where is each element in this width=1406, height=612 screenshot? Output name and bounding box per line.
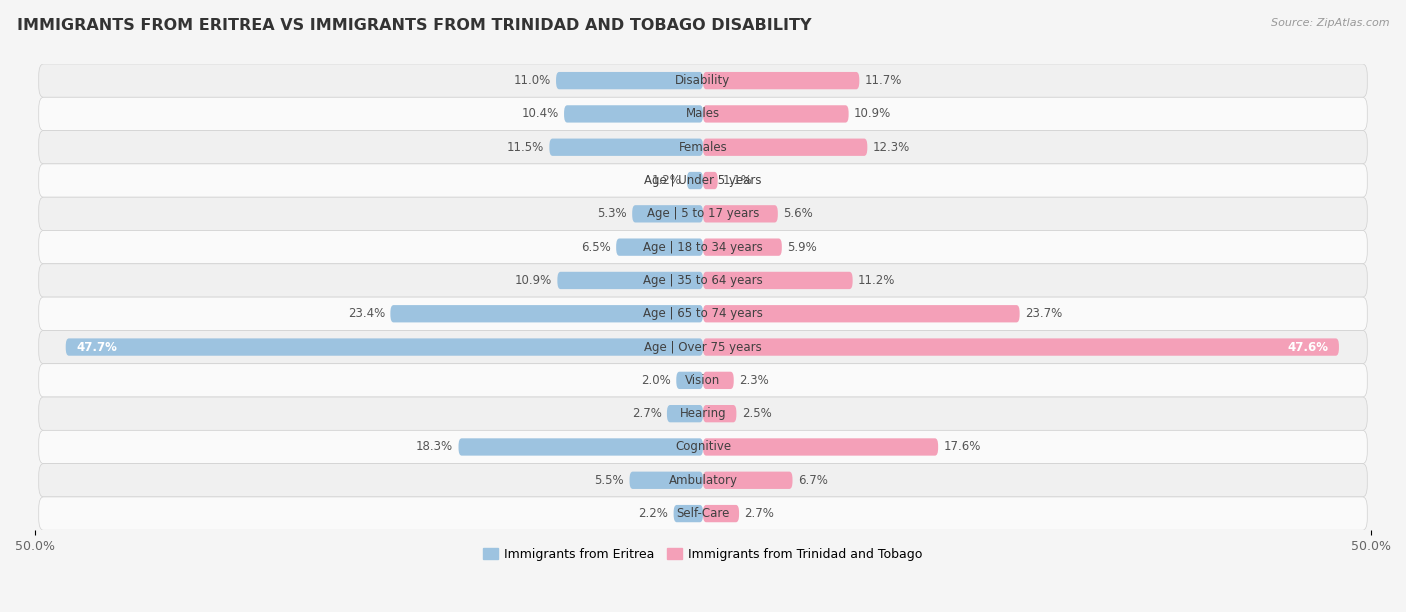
Text: 5.6%: 5.6%: [783, 207, 813, 220]
Text: 11.2%: 11.2%: [858, 274, 896, 287]
Legend: Immigrants from Eritrea, Immigrants from Trinidad and Tobago: Immigrants from Eritrea, Immigrants from…: [478, 543, 928, 566]
FancyBboxPatch shape: [564, 105, 703, 122]
FancyBboxPatch shape: [39, 497, 1367, 530]
FancyBboxPatch shape: [39, 297, 1367, 330]
FancyBboxPatch shape: [39, 364, 1367, 397]
FancyBboxPatch shape: [39, 197, 1367, 231]
Text: Age | Over 75 years: Age | Over 75 years: [644, 340, 762, 354]
FancyBboxPatch shape: [703, 338, 1339, 356]
Text: Females: Females: [679, 141, 727, 154]
Text: 1.1%: 1.1%: [723, 174, 754, 187]
Text: 2.5%: 2.5%: [742, 407, 772, 420]
Text: Self-Care: Self-Care: [676, 507, 730, 520]
Text: 23.4%: 23.4%: [347, 307, 385, 320]
Text: Age | 35 to 64 years: Age | 35 to 64 years: [643, 274, 763, 287]
FancyBboxPatch shape: [616, 239, 703, 256]
FancyBboxPatch shape: [703, 371, 734, 389]
Text: IMMIGRANTS FROM ERITREA VS IMMIGRANTS FROM TRINIDAD AND TOBAGO DISABILITY: IMMIGRANTS FROM ERITREA VS IMMIGRANTS FR…: [17, 18, 811, 34]
FancyBboxPatch shape: [703, 472, 793, 489]
Text: Age | Under 5 years: Age | Under 5 years: [644, 174, 762, 187]
Text: 5.9%: 5.9%: [787, 241, 817, 253]
FancyBboxPatch shape: [703, 438, 938, 455]
Text: 17.6%: 17.6%: [943, 441, 981, 453]
FancyBboxPatch shape: [39, 397, 1367, 430]
Text: Age | 18 to 34 years: Age | 18 to 34 years: [643, 241, 763, 253]
FancyBboxPatch shape: [703, 138, 868, 156]
Text: Ambulatory: Ambulatory: [668, 474, 738, 487]
FancyBboxPatch shape: [39, 264, 1367, 297]
Text: 6.7%: 6.7%: [797, 474, 828, 487]
Text: Disability: Disability: [675, 74, 731, 87]
FancyBboxPatch shape: [39, 464, 1367, 497]
Text: 1.2%: 1.2%: [652, 174, 682, 187]
Text: 12.3%: 12.3%: [873, 141, 910, 154]
FancyBboxPatch shape: [555, 72, 703, 89]
Text: 18.3%: 18.3%: [416, 441, 453, 453]
FancyBboxPatch shape: [39, 231, 1367, 264]
FancyBboxPatch shape: [39, 330, 1367, 364]
Text: 23.7%: 23.7%: [1025, 307, 1062, 320]
Text: 2.0%: 2.0%: [641, 374, 671, 387]
Text: 6.5%: 6.5%: [581, 241, 610, 253]
FancyBboxPatch shape: [676, 371, 703, 389]
Text: Hearing: Hearing: [679, 407, 727, 420]
FancyBboxPatch shape: [703, 105, 849, 122]
FancyBboxPatch shape: [39, 164, 1367, 197]
FancyBboxPatch shape: [703, 239, 782, 256]
FancyBboxPatch shape: [633, 205, 703, 223]
FancyBboxPatch shape: [39, 430, 1367, 464]
Text: Source: ZipAtlas.com: Source: ZipAtlas.com: [1271, 18, 1389, 28]
FancyBboxPatch shape: [550, 138, 703, 156]
FancyBboxPatch shape: [458, 438, 703, 455]
Text: 47.6%: 47.6%: [1288, 340, 1329, 354]
FancyBboxPatch shape: [39, 130, 1367, 164]
FancyBboxPatch shape: [688, 172, 703, 189]
Text: Age | 5 to 17 years: Age | 5 to 17 years: [647, 207, 759, 220]
Text: 2.7%: 2.7%: [631, 407, 662, 420]
Text: Age | 65 to 74 years: Age | 65 to 74 years: [643, 307, 763, 320]
FancyBboxPatch shape: [703, 205, 778, 223]
Text: 11.0%: 11.0%: [513, 74, 551, 87]
Text: 5.5%: 5.5%: [595, 474, 624, 487]
Text: 47.7%: 47.7%: [76, 340, 117, 354]
FancyBboxPatch shape: [673, 505, 703, 522]
Text: 11.7%: 11.7%: [865, 74, 903, 87]
FancyBboxPatch shape: [703, 405, 737, 422]
Text: Cognitive: Cognitive: [675, 441, 731, 453]
Text: Vision: Vision: [685, 374, 721, 387]
FancyBboxPatch shape: [666, 405, 703, 422]
FancyBboxPatch shape: [703, 72, 859, 89]
Text: Males: Males: [686, 108, 720, 121]
FancyBboxPatch shape: [39, 64, 1367, 97]
FancyBboxPatch shape: [703, 272, 852, 289]
FancyBboxPatch shape: [66, 338, 703, 356]
Text: 10.4%: 10.4%: [522, 108, 558, 121]
FancyBboxPatch shape: [703, 505, 740, 522]
FancyBboxPatch shape: [630, 472, 703, 489]
Text: 10.9%: 10.9%: [515, 274, 553, 287]
Text: 2.2%: 2.2%: [638, 507, 668, 520]
Text: 2.7%: 2.7%: [744, 507, 775, 520]
Text: 2.3%: 2.3%: [740, 374, 769, 387]
Text: 5.3%: 5.3%: [598, 207, 627, 220]
Text: 11.5%: 11.5%: [506, 141, 544, 154]
FancyBboxPatch shape: [703, 172, 717, 189]
FancyBboxPatch shape: [557, 272, 703, 289]
FancyBboxPatch shape: [703, 305, 1019, 323]
Text: 10.9%: 10.9%: [853, 108, 891, 121]
FancyBboxPatch shape: [391, 305, 703, 323]
FancyBboxPatch shape: [39, 97, 1367, 130]
